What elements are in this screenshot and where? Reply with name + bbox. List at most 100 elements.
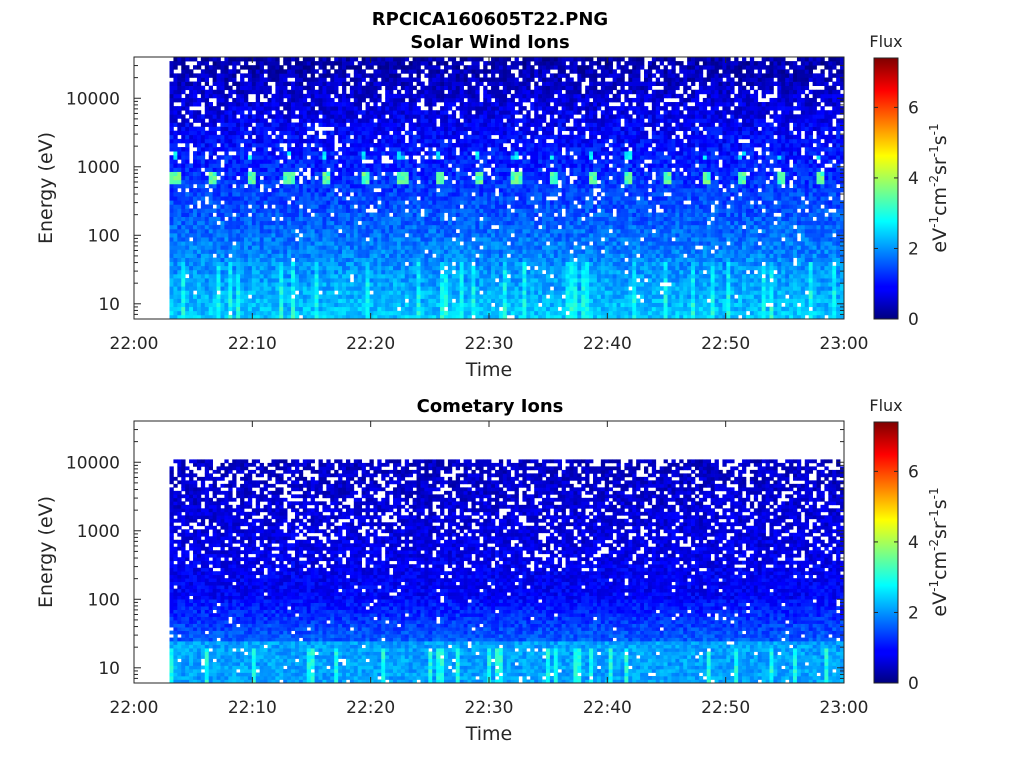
heatmap-cell xyxy=(283,257,288,263)
heatmap-cell xyxy=(345,286,351,291)
heatmap-cell xyxy=(185,224,190,230)
heatmap-cell xyxy=(322,102,327,107)
heatmap-cell xyxy=(353,208,359,213)
heatmap-cell xyxy=(467,249,472,254)
heatmap-cell xyxy=(408,130,413,136)
heatmap-cell xyxy=(185,241,190,246)
heatmap-cell xyxy=(349,130,355,136)
heatmap-cell xyxy=(236,224,241,230)
heatmap-cell xyxy=(263,290,268,295)
heatmap-cell xyxy=(193,188,198,193)
heatmap-cell xyxy=(196,253,202,258)
heatmap-cell xyxy=(208,110,213,115)
heatmap-cell xyxy=(189,294,194,299)
heatmap-cell xyxy=(471,265,476,271)
heatmap-cell xyxy=(451,233,457,238)
heatmap-cell xyxy=(181,81,186,86)
heatmap-cell xyxy=(345,171,351,177)
heatmap-cell xyxy=(330,97,335,103)
heatmap-cell xyxy=(491,73,496,78)
heatmap-cell xyxy=(428,208,433,213)
heatmap-cell xyxy=(283,204,288,209)
heatmap-cell xyxy=(200,159,206,164)
heatmap-cell xyxy=(475,298,480,303)
heatmap-cell xyxy=(196,130,202,136)
heatmap-cell xyxy=(228,126,233,132)
heatmap-cell xyxy=(193,89,198,95)
heatmap-cell xyxy=(177,257,182,263)
heatmap-cell xyxy=(416,97,421,103)
heatmap-cell xyxy=(263,314,268,320)
heatmap-cell xyxy=(251,142,257,148)
heatmap-cell xyxy=(244,294,249,299)
heatmap-cell xyxy=(173,110,178,115)
heatmap-cell xyxy=(491,147,496,152)
heatmap-cell xyxy=(173,290,178,295)
heatmap-cell xyxy=(342,249,347,254)
heatmap-cell xyxy=(361,147,366,152)
heatmap-cell xyxy=(169,208,174,213)
heatmap-cell xyxy=(334,163,339,168)
heatmap-cell xyxy=(314,204,319,209)
heatmap-cell xyxy=(369,216,374,222)
heatmap-cell xyxy=(369,134,374,140)
heatmap-cell xyxy=(487,282,492,287)
heatmap-cell xyxy=(475,183,480,189)
heatmap-cell xyxy=(393,81,398,86)
heatmap-cell xyxy=(275,220,280,226)
heatmap-cell xyxy=(291,237,296,242)
heatmap-cell xyxy=(455,204,461,209)
heatmap-cell xyxy=(420,302,425,308)
heatmap-cell xyxy=(471,233,476,238)
heatmap-cell xyxy=(447,97,453,103)
heatmap-cell xyxy=(369,298,374,303)
heatmap-cell xyxy=(412,114,417,119)
heatmap-cell xyxy=(244,204,249,209)
heatmap-cell xyxy=(451,118,457,123)
heatmap-cell xyxy=(173,245,178,250)
heatmap-cell xyxy=(498,298,504,303)
heatmap-cell xyxy=(400,147,406,152)
heatmap-cell xyxy=(330,188,335,193)
heatmap-cell xyxy=(353,114,359,119)
heatmap-cell xyxy=(342,196,347,201)
heatmap-cell xyxy=(408,69,413,74)
heatmap-cell xyxy=(498,93,504,99)
heatmap-cell xyxy=(479,204,484,209)
heatmap-cell xyxy=(447,306,453,312)
heatmap-cell xyxy=(338,196,343,201)
heatmap-cell xyxy=(177,241,182,246)
heatmap-cell xyxy=(208,261,213,267)
heatmap-cell xyxy=(416,122,421,127)
heatmap-cell xyxy=(404,110,410,115)
heatmap-cell xyxy=(345,106,351,111)
heatmap-cell xyxy=(444,310,449,316)
heatmap-cell xyxy=(287,314,292,320)
heatmap-cell xyxy=(196,183,202,189)
heatmap-cell xyxy=(412,298,417,303)
heatmap-cell xyxy=(420,241,425,246)
heatmap-cell xyxy=(236,130,241,136)
heatmap-cell xyxy=(436,147,441,152)
heatmap-cell xyxy=(420,89,425,95)
heatmap-cell xyxy=(424,179,429,185)
heatmap-cell xyxy=(330,175,335,181)
heatmap-cell xyxy=(279,81,284,86)
heatmap-cell xyxy=(271,175,276,181)
heatmap-cell xyxy=(212,265,217,271)
heatmap-cell xyxy=(491,298,496,303)
heatmap-cell xyxy=(240,273,245,279)
heatmap-cell xyxy=(185,106,190,111)
heatmap-cell xyxy=(369,106,374,111)
heatmap-cell xyxy=(389,208,394,213)
heatmap-cell xyxy=(451,89,457,95)
heatmap-cell xyxy=(224,290,229,295)
heatmap-cell xyxy=(271,77,276,82)
heatmap-cell xyxy=(396,208,402,213)
heatmap-cell xyxy=(440,167,445,172)
heatmap-cell xyxy=(326,138,331,144)
heatmap-cell xyxy=(193,196,198,201)
heatmap-cell xyxy=(173,130,178,136)
heatmap-cell xyxy=(447,77,453,82)
heatmap-cell xyxy=(342,85,347,91)
